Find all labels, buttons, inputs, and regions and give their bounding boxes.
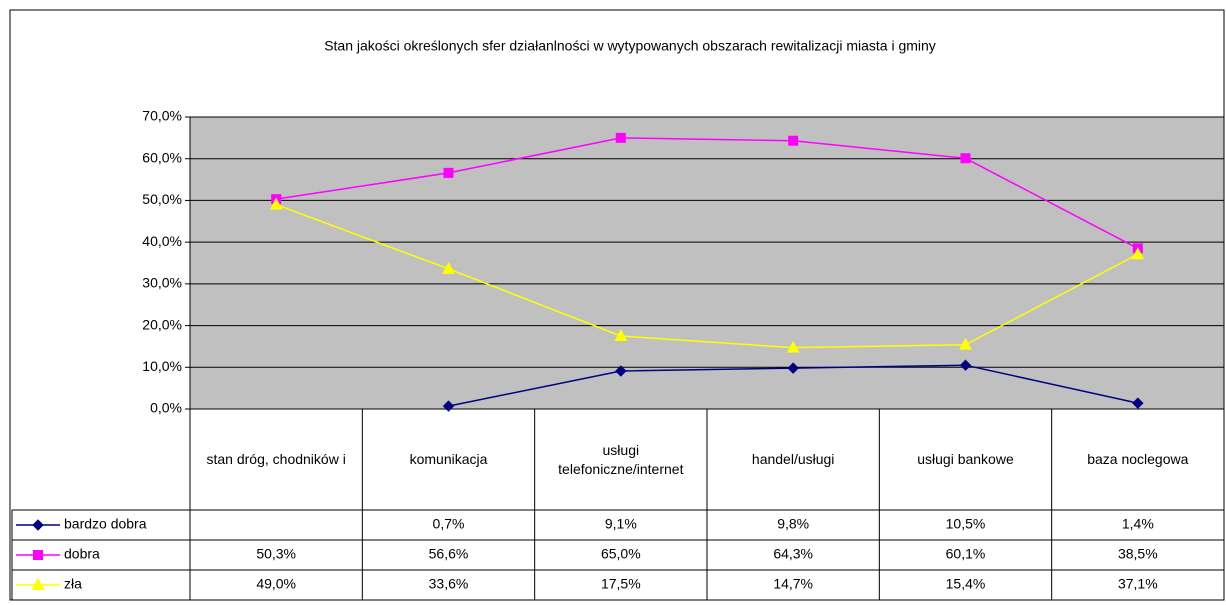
- x-tick-label: komunikacja: [409, 451, 488, 468]
- x-tick-label-box: handel/usługi: [751, 451, 835, 468]
- x-tick-label-box: usługi bankowe: [917, 451, 1014, 468]
- table-value: 37,1%: [1118, 576, 1158, 592]
- marker: [615, 365, 627, 377]
- y-tick-label: 10,0%: [142, 358, 182, 374]
- x-tick-label: handel/usługi: [751, 451, 835, 468]
- marker: [959, 337, 972, 350]
- y-tick-label: 0,0%: [150, 400, 182, 416]
- table-value: 50,3%: [256, 546, 296, 562]
- marker: [31, 577, 45, 590]
- marker: [960, 153, 971, 164]
- marker: [1131, 247, 1145, 260]
- x-tick-label-box: baza noclegowa: [1087, 451, 1189, 468]
- y-tick-label: 40,0%: [142, 233, 182, 249]
- x-tick-label-box: stan dróg, chodników i: [206, 451, 346, 468]
- marker: [786, 340, 800, 353]
- marker: [442, 261, 455, 274]
- marker: [959, 359, 972, 371]
- table-value: 56,6%: [429, 546, 469, 562]
- legend-label: zła: [64, 576, 82, 592]
- x-tick-label: usługi bankowe: [917, 451, 1014, 468]
- series-line: [275, 203, 1139, 349]
- marker: [1132, 397, 1144, 409]
- y-tick-label: 50,0%: [142, 191, 182, 207]
- table-value: 17,5%: [601, 576, 641, 592]
- x-tick-label: stan dróg, chodników i: [206, 451, 346, 468]
- table-value: 10,5%: [946, 516, 986, 532]
- y-tick-label: 60,0%: [142, 149, 182, 165]
- marker: [787, 362, 799, 374]
- x-tick-label-box: usługi telefoniczne/internet: [558, 442, 684, 477]
- table-value: 9,1%: [605, 516, 637, 532]
- y-tick-label: 30,0%: [142, 275, 182, 291]
- marker: [788, 135, 799, 146]
- x-tick-label: baza noclegowa: [1087, 451, 1189, 468]
- table-value: 9,8%: [777, 516, 809, 532]
- marker: [442, 400, 455, 412]
- y-tick-label: 70,0%: [142, 108, 182, 124]
- legend-label: bardzo dobra: [64, 516, 147, 532]
- x-tick-label: usługi telefoniczne/internet: [558, 442, 684, 477]
- table-value: 33,6%: [429, 576, 469, 592]
- table-value: 1,4%: [1122, 516, 1154, 532]
- marker: [615, 132, 626, 143]
- chart-title: Stan jakości określonych sfer działanlno…: [324, 38, 936, 54]
- table-value: 49,0%: [256, 576, 296, 592]
- marker: [269, 197, 283, 210]
- y-tick-label: 20,0%: [142, 316, 182, 332]
- table-value: 15,4%: [946, 576, 986, 592]
- plot-area: [189, 116, 1225, 410]
- legend-label: dobra: [64, 546, 100, 562]
- table-value: 65,0%: [601, 546, 641, 562]
- marker: [33, 550, 43, 560]
- table-value: 14,7%: [773, 576, 813, 592]
- marker: [614, 328, 628, 341]
- series-line: [276, 137, 1139, 250]
- table-value: 60,1%: [946, 546, 986, 562]
- table-value: 0,7%: [433, 516, 465, 532]
- table-value: 64,3%: [773, 546, 813, 562]
- x-tick-label-box: komunikacja: [409, 451, 488, 468]
- marker: [32, 519, 44, 531]
- marker: [443, 167, 454, 178]
- table-value: 38,5%: [1118, 546, 1158, 562]
